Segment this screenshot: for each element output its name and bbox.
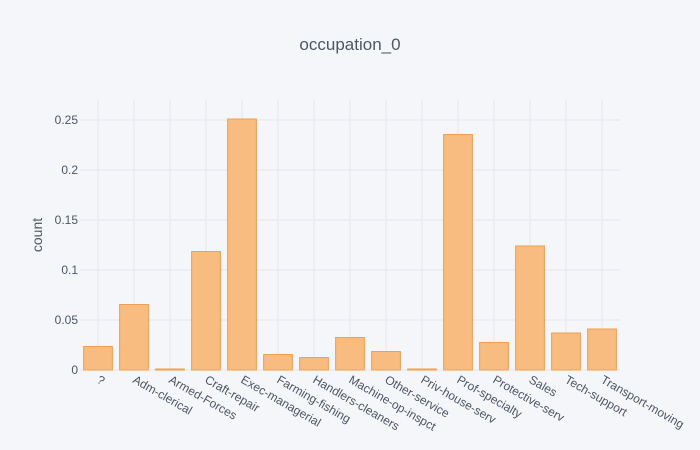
bar[interactable]	[335, 337, 365, 371]
y-tick-label: 0.15	[55, 213, 79, 227]
bar[interactable]	[479, 342, 509, 371]
x-tick-label: ?	[95, 372, 108, 388]
bar[interactable]	[83, 346, 113, 371]
bar[interactable]	[227, 118, 257, 371]
bar[interactable]	[119, 304, 149, 371]
bar[interactable]	[299, 357, 329, 371]
y-tick-label: 0.1	[61, 263, 78, 277]
y-axis-ticks: 0 0.05 0.1 0.15 0.2 0.25	[55, 113, 79, 377]
bar[interactable]	[551, 332, 581, 371]
chart-title: occupation_0	[299, 35, 400, 54]
bar[interactable]	[587, 328, 617, 371]
bar[interactable]	[407, 368, 437, 371]
bar[interactable]	[191, 251, 221, 371]
bar[interactable]	[515, 245, 545, 371]
y-tick-label: 0.25	[55, 113, 79, 127]
bar[interactable]	[263, 354, 293, 371]
bars	[83, 118, 617, 371]
y-tick-label: 0.2	[61, 163, 78, 177]
bar[interactable]	[371, 351, 401, 371]
y-tick-label: 0.05	[55, 313, 79, 327]
x-axis-ticks: ? Adm-clericalArmed-ForcesCraft-repairExe…	[95, 372, 687, 433]
bar[interactable]	[443, 134, 473, 371]
y-axis-title: count	[29, 218, 45, 252]
y-tick-label: 0	[71, 363, 78, 377]
bar[interactable]	[155, 368, 185, 371]
